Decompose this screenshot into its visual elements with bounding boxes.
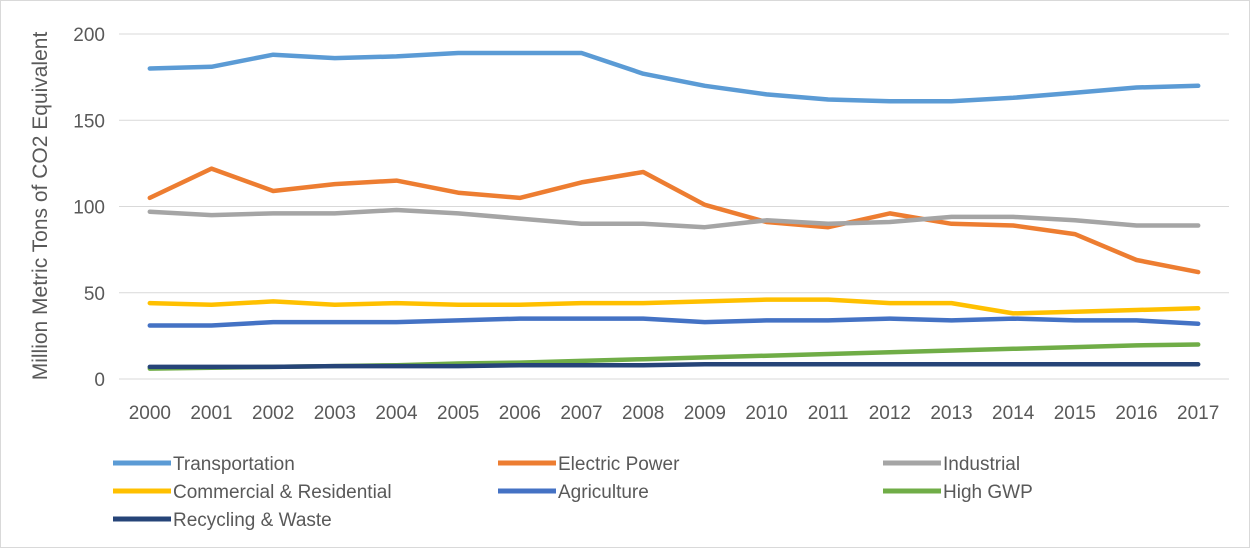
gridlines [119,33,1229,380]
legend-label: Electric Power [558,454,680,475]
legend: Transportation Electric Power Industrial Co… [113,454,1033,531]
x-tick-label: 2014 [992,403,1035,424]
legend-item: Electric Power [498,454,680,475]
legend-item: Agriculture [498,482,649,503]
legend-item: Industrial [883,454,1020,475]
x-tick-label: 2004 [375,403,418,424]
series-line-recycling-waste [147,362,1201,370]
x-tick-label: 2007 [560,403,602,424]
series-line-industrial [147,207,1201,230]
legend-label: Commercial & Residential [173,482,392,503]
y-axis-ticks: 0 50 100 150 200 [73,25,105,391]
series-line-electric-power [147,166,1201,275]
legend-label: High GWP [943,482,1033,503]
x-tick-label: 2008 [622,403,664,424]
x-tick-label: 2002 [252,403,294,424]
x-tick-label: 2015 [1054,403,1096,424]
series-line-agriculture [147,316,1201,328]
x-tick-label: 2016 [1115,403,1157,424]
y-axis-title: Million Metric Tons of CO2 Equivalent [29,32,52,381]
y-tick-label: 50 [84,284,105,305]
x-tick-label: 2011 [808,403,849,424]
legend-item: Recycling & Waste [113,510,332,531]
legend-label: Agriculture [558,482,649,503]
series-line-transportation [147,50,1201,104]
x-tick-label: 2012 [869,403,911,424]
x-axis-ticks: 2000 2001 2002 2003 2004 2005 2006 2007 2008 2009… [129,403,1220,424]
legend-label: Transportation [173,454,295,475]
x-tick-label: 2001 [190,403,232,424]
x-tick-label: 2006 [499,403,541,424]
series-lines [147,50,1201,371]
series-line-commercial-residential [147,297,1201,316]
x-tick-label: 2005 [437,403,479,424]
legend-label: Recycling & Waste [173,510,332,531]
x-tick-label: 2000 [129,403,171,424]
y-tick-label: 0 [94,370,105,391]
x-tick-label: 2010 [745,403,787,424]
y-tick-label: 200 [73,25,105,46]
x-tick-label: 2017 [1177,403,1219,424]
legend-item: Commercial & Residential [113,482,392,503]
x-tick-label: 2003 [314,403,356,424]
y-tick-label: 150 [73,111,105,132]
x-tick-label: 2013 [930,403,972,424]
x-tick-label: 2009 [684,403,726,424]
y-tick-label: 100 [73,198,105,219]
legend-label: Industrial [943,454,1020,475]
legend-item: High GWP [883,482,1033,503]
legend-item: Transportation [113,454,295,475]
